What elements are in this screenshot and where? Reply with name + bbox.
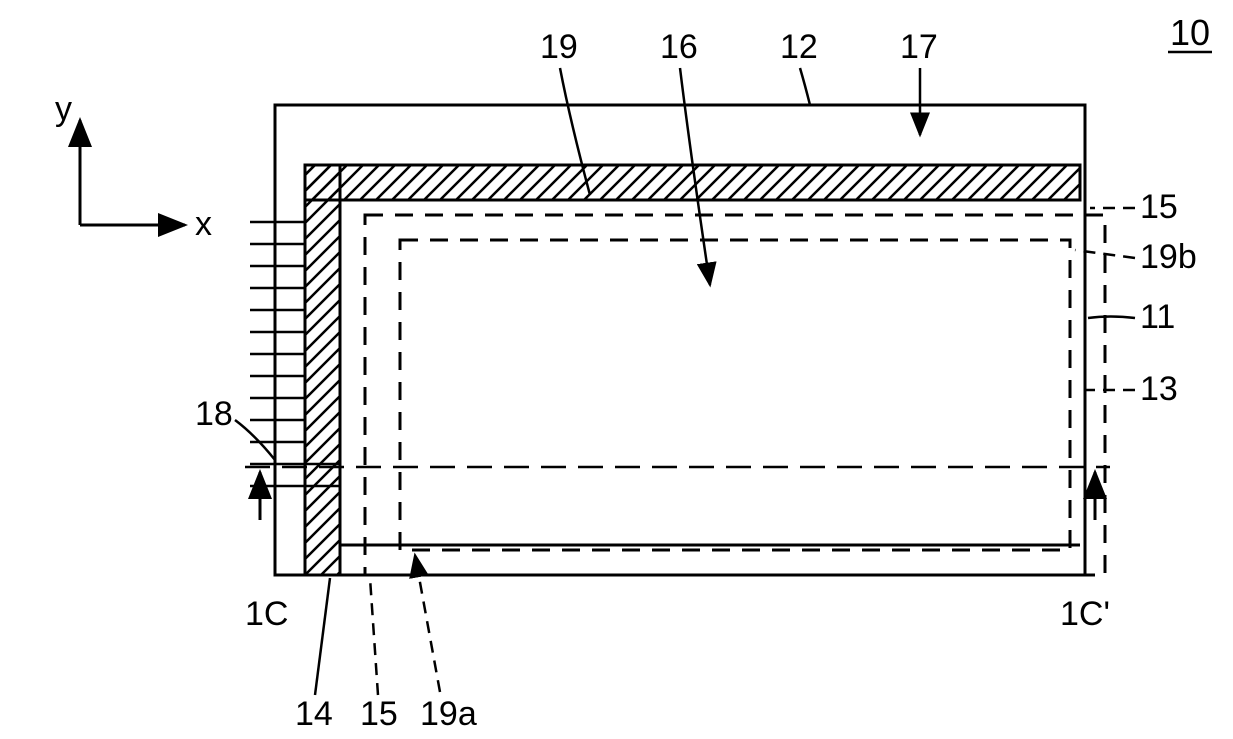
section-label-right: 1C' — [1060, 595, 1110, 633]
section-line: 1C 1C' — [245, 467, 1110, 633]
label-13: 13 — [1140, 370, 1178, 408]
hatched-l-shape — [305, 165, 1080, 575]
label-19b: 19b — [1140, 238, 1197, 276]
dashed-outer-rect — [365, 215, 1105, 575]
diagram-svg: y x 1C 1C' 10 — [0, 0, 1233, 739]
label-11: 11 — [1140, 298, 1175, 336]
label-17: 17 — [900, 28, 938, 66]
label-15-top: 15 — [1140, 188, 1178, 226]
dashed-inner-rect — [400, 240, 1070, 550]
label-15-bot: 15 — [360, 695, 398, 733]
y-axis-label: y — [55, 90, 72, 128]
label-18: 18 — [195, 395, 233, 433]
label-19a: 19a — [420, 695, 477, 733]
label-10: 10 — [1170, 12, 1210, 53]
label-16: 16 — [660, 28, 698, 66]
section-label-left: 1C — [245, 595, 288, 633]
label-14: 14 — [295, 695, 333, 733]
x-axis-label: x — [195, 205, 212, 243]
title-label: 10 — [1168, 12, 1212, 53]
label-19: 19 — [540, 28, 578, 66]
right-labels: 15 19b 11 13 — [1075, 188, 1197, 408]
bottom-labels: 14 15 19a — [295, 555, 477, 733]
inner-solid-rect — [340, 200, 1080, 545]
coordinate-axes: y x — [55, 90, 212, 243]
top-labels: 19 16 12 17 — [540, 28, 938, 285]
left-label-18: 18 — [195, 395, 275, 460]
label-12: 12 — [780, 28, 818, 66]
